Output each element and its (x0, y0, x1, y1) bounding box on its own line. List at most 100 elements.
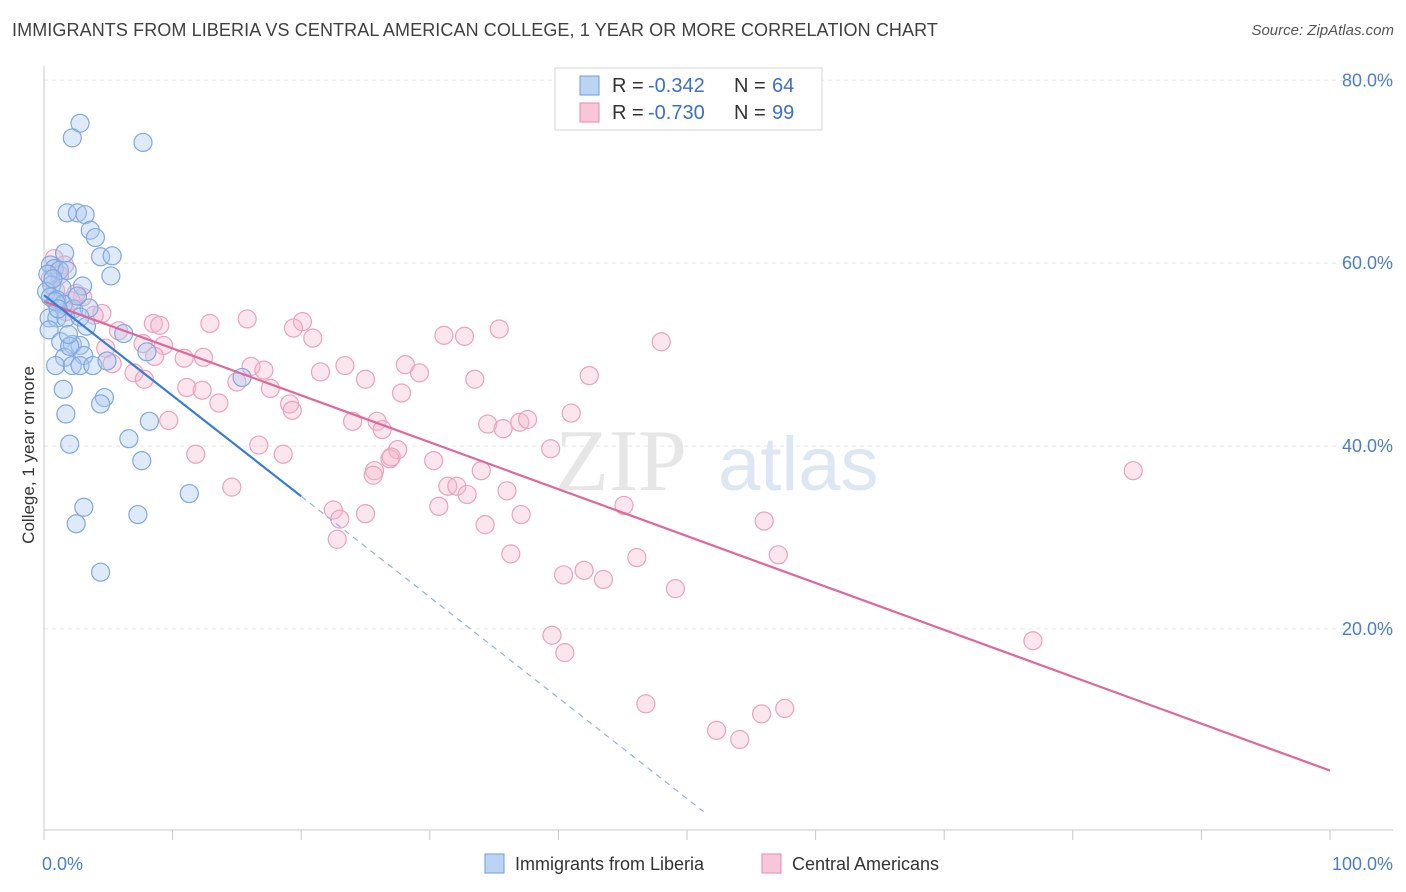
chart-title: IMMIGRANTS FROM LIBERIA VS CENTRAL AMERI… (12, 20, 938, 40)
data-point-central-americans (730, 729, 750, 750)
legend-r-value-1: -0.342 (648, 75, 705, 97)
data-point-central-americans (493, 419, 513, 439)
legend-bottom-swatch-blue (484, 853, 505, 874)
data-point-liberia (97, 351, 117, 371)
data-point-central-americans (627, 547, 647, 568)
data-point-liberia (179, 483, 199, 504)
data-point-central-americans (651, 332, 671, 352)
data-point-central-americans (593, 569, 614, 590)
legend-n-value-2: 99 (772, 102, 794, 124)
data-point-central-americans (541, 439, 561, 459)
data-point-central-americans (222, 477, 242, 497)
data-point-central-americans (200, 313, 220, 334)
data-point-liberia (53, 379, 73, 399)
data-point-central-americans (511, 504, 531, 525)
correlation-legend: R = -0.342 N = 64 R = -0.730 N = 99 (554, 67, 823, 131)
axes (43, 66, 1393, 840)
data-point-central-americans (192, 380, 212, 400)
data-point-central-americans (159, 410, 179, 430)
data-point-liberia (58, 324, 79, 345)
data-point-liberia (57, 260, 77, 281)
x-tick-label-left: 0.0% (42, 854, 83, 874)
x-tick-label-right: 100.0% (1332, 854, 1393, 874)
data-point-liberia (72, 276, 93, 296)
data-point-liberia (85, 227, 106, 248)
y-tick-label: 80.0% (1342, 70, 1393, 90)
legend-swatch-pink (579, 102, 600, 123)
data-point-liberia (51, 332, 71, 352)
data-point-central-americans (283, 318, 304, 338)
data-point-central-americans (475, 515, 495, 535)
legend-swatch-blue (579, 75, 600, 96)
legend-n-label-1: N = (734, 75, 766, 97)
legend-bottom-label-central-americans: Central Americans (792, 854, 939, 874)
data-point-central-americans (381, 447, 401, 467)
y-tick-labels: 20.0% 40.0% 60.0% 80.0% (1342, 70, 1393, 639)
data-point-central-americans (363, 465, 383, 485)
trend-line-liberia (43, 294, 302, 498)
source-credit: Source: ZipAtlas.com (1251, 22, 1394, 39)
data-point-central-americans (273, 444, 293, 464)
data-point-central-americans (355, 369, 376, 389)
data-point-liberia (62, 128, 82, 148)
data-point-central-americans (310, 362, 331, 382)
data-point-central-americans (327, 529, 347, 549)
data-point-liberia (67, 203, 88, 223)
data-point-liberia (132, 451, 152, 471)
legend-bottom-swatch-pink (761, 853, 782, 874)
data-point-central-americans (542, 625, 562, 645)
data-point-central-americans (1023, 631, 1043, 651)
data-point-liberia (60, 434, 80, 454)
y-tick-label: 40.0% (1342, 436, 1393, 456)
data-point-liberia (102, 246, 122, 266)
legend-r-label-1: R = (612, 75, 644, 97)
data-point-central-americans (706, 720, 727, 740)
trend-line-central-americans (43, 300, 1331, 772)
data-point-liberia (133, 132, 153, 153)
data-point-central-americans (424, 451, 444, 471)
series-legend: Immigrants from Liberia Central American… (484, 853, 939, 874)
y-axis-label: College, 1 year or more (19, 366, 38, 544)
data-point-central-americans (561, 403, 581, 423)
y-tick-label: 20.0% (1342, 619, 1393, 639)
data-point-liberia (39, 320, 59, 340)
data-point-central-americans (768, 545, 788, 565)
data-point-central-americans (282, 400, 302, 420)
data-point-liberia (62, 355, 82, 376)
data-point-liberia (45, 355, 66, 376)
trend-lines (43, 294, 1331, 813)
data-point-liberia (67, 286, 88, 306)
data-point-central-americans (454, 326, 475, 346)
data-point-central-americans (489, 319, 509, 339)
data-point-central-americans (434, 325, 454, 345)
data-point-liberia (128, 504, 148, 525)
y-tick-label: 60.0% (1342, 253, 1393, 273)
data-point-central-americans (665, 579, 686, 599)
data-point-central-americans (447, 476, 467, 496)
data-point-central-americans (102, 354, 122, 374)
data-point-liberia (56, 404, 76, 424)
trend-line-liberia-extension (300, 495, 705, 813)
data-point-central-americans (457, 484, 477, 505)
data-point-central-americans (355, 504, 376, 524)
legend-r-value-2: -0.730 (648, 102, 705, 124)
legend-n-value-1: 64 (772, 75, 794, 97)
legend-n-label-2: N = (734, 102, 766, 124)
legend-bottom-label-liberia: Immigrants from Liberia (515, 854, 705, 874)
data-point-central-americans (614, 495, 634, 516)
data-point-liberia (90, 394, 111, 414)
data-point-central-americans (579, 366, 599, 386)
data-point-liberia (74, 497, 94, 517)
data-point-central-americans (330, 509, 350, 529)
data-point-central-americans (574, 560, 594, 580)
data-point-liberia (137, 342, 157, 362)
watermark-atlas: atlas (718, 422, 879, 507)
data-point-liberia (43, 269, 63, 289)
data-point-liberia (139, 411, 160, 431)
data-point-central-americans (143, 313, 163, 334)
data-point-central-americans (553, 565, 574, 585)
data-point-central-americans (303, 328, 323, 348)
series-central-americans (40, 248, 1143, 750)
data-point-central-americans (517, 409, 538, 430)
data-point-central-americans (1123, 461, 1143, 481)
